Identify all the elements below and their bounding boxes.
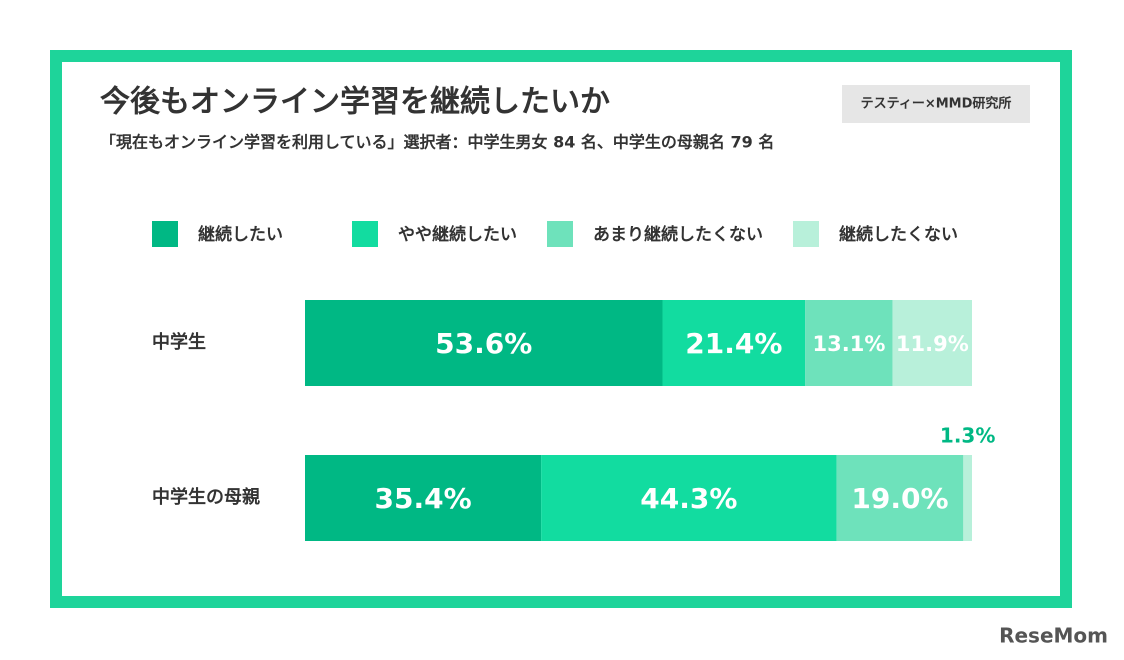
- legend-swatch: [352, 221, 378, 247]
- value-label: 19.0%: [851, 482, 948, 515]
- bar-segment: [963, 455, 972, 541]
- category-label: 中学生: [152, 331, 206, 353]
- bar-segment: [305, 300, 663, 386]
- brand-logo: ReseMom: [999, 624, 1108, 648]
- value-label: 44.3%: [640, 482, 737, 515]
- value-label: 1.3%: [940, 424, 995, 448]
- legend-swatch: [793, 221, 819, 247]
- chart-title: 今後もオンライン学習を継続したいか: [100, 85, 610, 120]
- value-label: 13.1%: [813, 332, 886, 356]
- value-label: 21.4%: [685, 327, 782, 360]
- source-box: [842, 85, 1030, 123]
- bar-segment: [836, 455, 964, 541]
- bar-segment: [892, 300, 972, 386]
- bar-segment: [541, 455, 837, 541]
- bar-segment: [805, 300, 893, 386]
- value-label: 11.9%: [896, 332, 969, 356]
- legend-label: 継続したい: [198, 224, 283, 245]
- category-label: 中学生の母親: [152, 486, 260, 508]
- bar-segment: [305, 455, 542, 541]
- value-label: 35.4%: [374, 482, 471, 515]
- legend-swatch: [547, 221, 573, 247]
- chart-subtitle: 「現在もオンライン学習を利用している」選択者：中学生男女 84 名、中学生の母親…: [100, 133, 774, 152]
- legend-label: あまり継続したくない: [593, 224, 763, 245]
- legend-label: 継続したくない: [839, 224, 958, 245]
- legend-swatch: [152, 221, 178, 247]
- value-label: 53.6%: [435, 327, 532, 360]
- legend-label: やや継続したい: [398, 224, 517, 245]
- source: テスティー×MMD研究所: [861, 96, 1012, 112]
- bar-segment: [662, 300, 806, 386]
